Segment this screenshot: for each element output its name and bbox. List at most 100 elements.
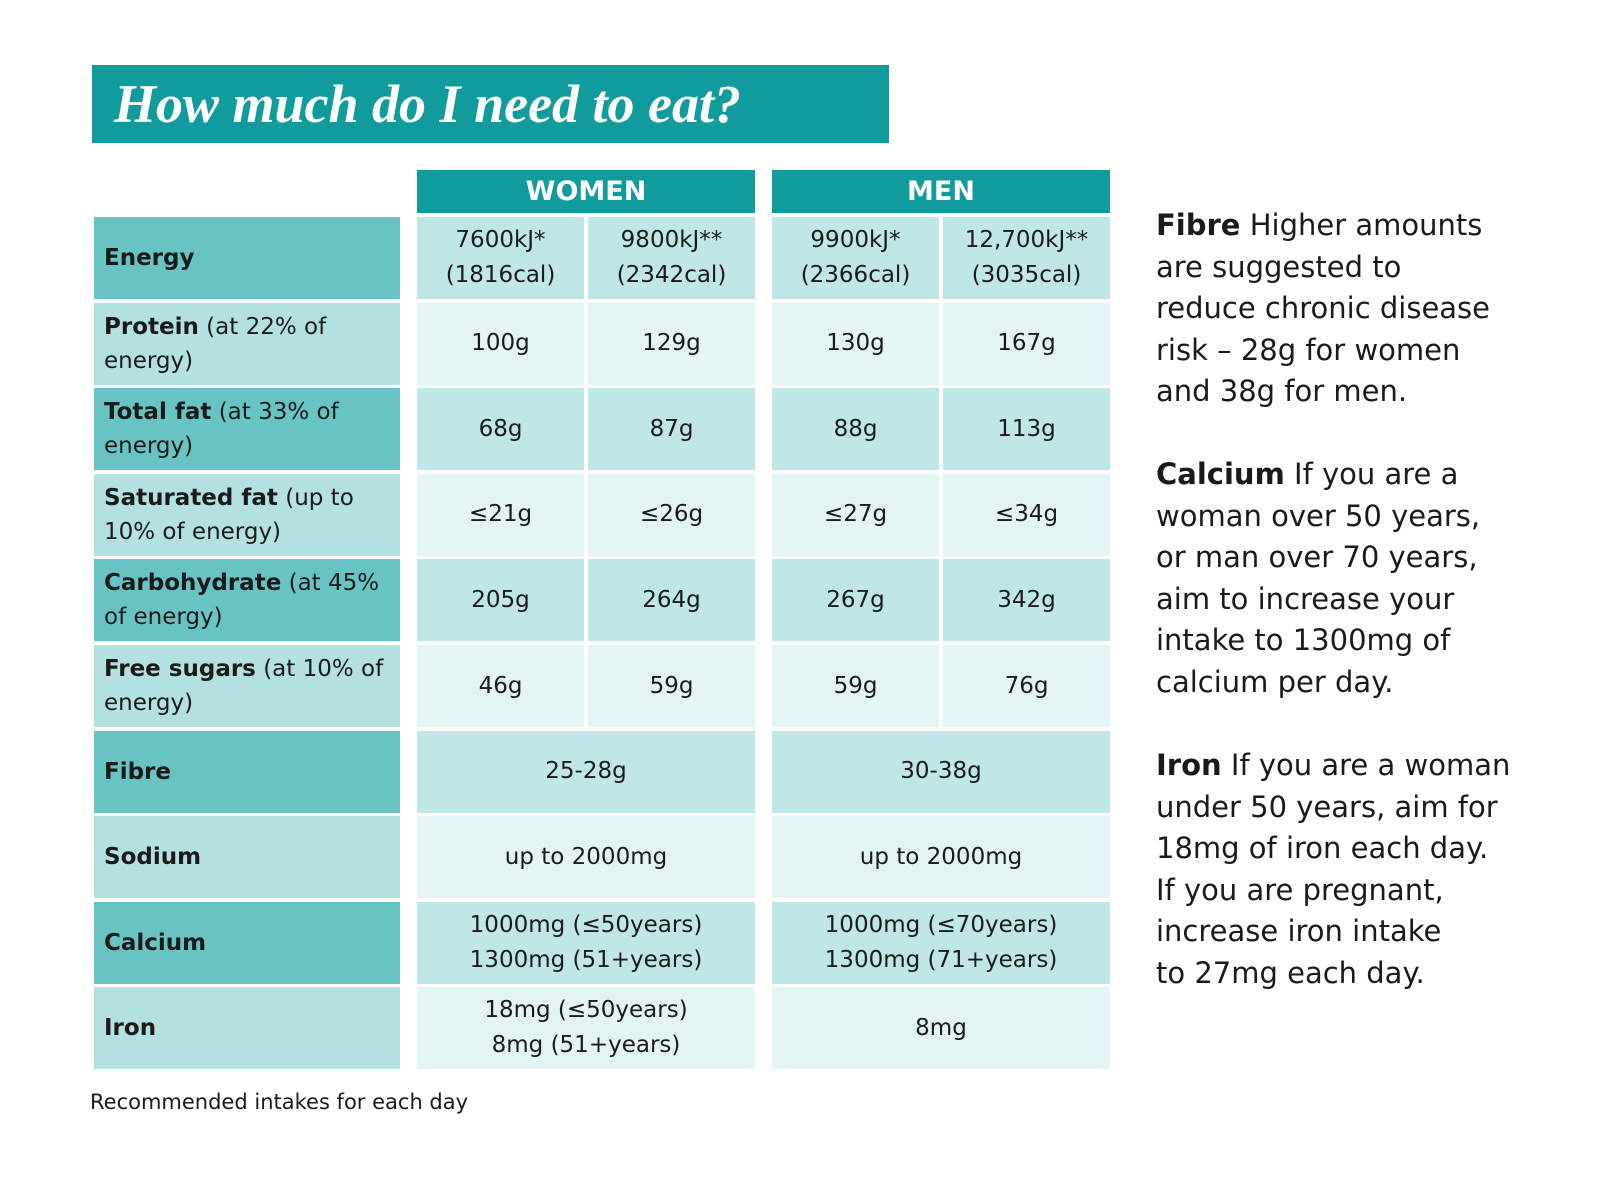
- cell-line: 59g: [833, 672, 878, 699]
- cell-line: 264g: [642, 586, 701, 613]
- cell-line: (3035cal): [971, 262, 1082, 288]
- cell: 205g: [417, 559, 584, 642]
- cell-line: 1000mg (≤70years): [824, 911, 1058, 938]
- label-text: Fibre: [104, 755, 400, 789]
- note-heading: Iron: [1156, 748, 1222, 782]
- label-name: Sodium: [104, 844, 202, 871]
- note-line: aim to increase your: [1156, 579, 1480, 621]
- note-text: woman over 50 years,: [1156, 498, 1481, 533]
- label-name: Free sugars: [104, 656, 256, 682]
- note-line: or man over 70 years,: [1156, 537, 1480, 579]
- cell-line: 9800kJ**: [620, 227, 723, 253]
- row-label: Fibre: [94, 730, 400, 813]
- cell-line: ≤26g: [639, 501, 704, 528]
- label-name: Calcium: [104, 929, 207, 956]
- row-label: Carbohydrate (at 45% of energy): [94, 559, 400, 642]
- note-line: calcium per day.: [1156, 662, 1480, 704]
- note-line: 18mg of iron each day.: [1156, 828, 1510, 870]
- cell: 113g: [943, 388, 1110, 471]
- cell: ≤26g: [588, 473, 755, 556]
- label-note: (up to 10% of energy): [104, 484, 354, 545]
- cell: 100g: [417, 302, 584, 385]
- cell: 9800kJ** (2342cal): [588, 217, 755, 299]
- cell-line: up to 2000mg: [859, 843, 1023, 870]
- note-line: Fibre Higher amounts: [1156, 205, 1490, 247]
- cell: 46g: [417, 645, 584, 727]
- note-line: increase iron intake: [1156, 911, 1510, 953]
- cell: ≤21g: [417, 473, 584, 556]
- label-name: Carbohydrate: [104, 570, 282, 597]
- note-text: aim to increase your: [1156, 581, 1455, 616]
- cell: 30-38g: [772, 730, 1110, 813]
- cell: 88g: [772, 388, 939, 471]
- note-heading: Calcium: [1156, 457, 1285, 491]
- note-line: and 38g for men.: [1156, 371, 1490, 413]
- side-note: Iron If you are a woman under 50 years, a…: [1156, 745, 1510, 994]
- cell: 342g: [943, 559, 1110, 642]
- caption: Recommended intakes for each day: [90, 1090, 469, 1114]
- cell: ≤27g: [772, 473, 939, 556]
- cell-line: 129g: [642, 330, 701, 357]
- cell-line: 18mg (≤50years): [484, 997, 688, 1024]
- note-line: are suggested to: [1156, 247, 1490, 289]
- note-line: woman over 50 years,: [1156, 496, 1480, 538]
- note-text: increase iron intake: [1156, 914, 1442, 948]
- cell-line: ≤21g: [468, 501, 533, 528]
- cell: up to 2000mg: [417, 816, 755, 899]
- note-line: If you are pregnant,: [1156, 870, 1510, 912]
- cell-line: 12,700kJ**: [964, 227, 1089, 253]
- cell: 59g: [588, 645, 755, 727]
- cell: 130g: [772, 302, 939, 385]
- note-line: intake to 1300mg of: [1156, 620, 1480, 662]
- label-name: Protein: [104, 313, 199, 340]
- cell: 167g: [943, 302, 1110, 385]
- cell: 12,700kJ** (3035cal): [943, 217, 1110, 299]
- label-text: Free sugars (at 10% of energy): [104, 652, 400, 720]
- cell-line: 76g: [1004, 672, 1049, 699]
- cell-line: 267g: [826, 586, 885, 613]
- cell-line: 46g: [478, 672, 523, 699]
- cell: 59g: [772, 645, 939, 727]
- cell: 1000mg (≤70years) 1300mg (71+years): [772, 901, 1110, 984]
- row-label: Iron: [94, 987, 400, 1070]
- cell-line: 100g: [471, 330, 530, 357]
- label-text: Saturated fat (up to 10% of energy): [104, 481, 400, 549]
- note-text: under 50 years, aim for: [1156, 789, 1498, 824]
- note-line: reduce chronic disease: [1156, 288, 1490, 330]
- label-text: Protein (at 22% of energy): [104, 310, 400, 378]
- cell: 129g: [588, 302, 755, 385]
- label-name: Energy: [104, 245, 195, 271]
- label-text: Sodium: [104, 840, 400, 874]
- cell-line: 68g: [478, 415, 523, 442]
- cell-line: 7600kJ*: [455, 227, 546, 253]
- cell: 25-28g: [417, 730, 755, 813]
- note-text: to 27mg each day.: [1156, 955, 1425, 990]
- cell-line: 88g: [833, 415, 878, 442]
- note-text: risk – 28g for women: [1156, 332, 1461, 367]
- cell-line: ≤27g: [823, 501, 888, 528]
- cell-line: 130g: [826, 330, 885, 357]
- label-note: (at 45% of energy): [104, 570, 380, 631]
- cell-line: 1300mg (71+years): [824, 946, 1058, 973]
- column-header: MEN: [772, 170, 1110, 213]
- note-text: are suggested to: [1156, 249, 1402, 284]
- label-name: Iron: [104, 1015, 157, 1042]
- cell: up to 2000mg: [772, 816, 1110, 899]
- cell-line: 30-38g: [900, 758, 982, 785]
- note-text: Higher amounts: [1249, 208, 1483, 242]
- row-label: Free sugars (at 10% of energy): [94, 645, 400, 727]
- label-text: Iron: [104, 1011, 400, 1045]
- row-label: Total fat (at 33% of energy): [94, 388, 400, 471]
- cell-line: 1300mg (51+years): [469, 946, 703, 973]
- cell: 1000mg (≤50years) 1300mg (51+years): [417, 901, 755, 984]
- column-header: WOMEN: [417, 170, 755, 213]
- cell: 8mg: [772, 987, 1110, 1070]
- cell: 87g: [588, 388, 755, 471]
- row-label: Energy: [94, 217, 400, 299]
- cell-line: 1000mg (≤50years): [469, 911, 703, 938]
- label-note: (at 33% of energy): [104, 399, 339, 460]
- cell-line: (2366cal): [800, 262, 911, 288]
- cell-line: (2342cal): [616, 262, 727, 288]
- cell: 76g: [943, 645, 1110, 727]
- cell: 68g: [417, 388, 584, 471]
